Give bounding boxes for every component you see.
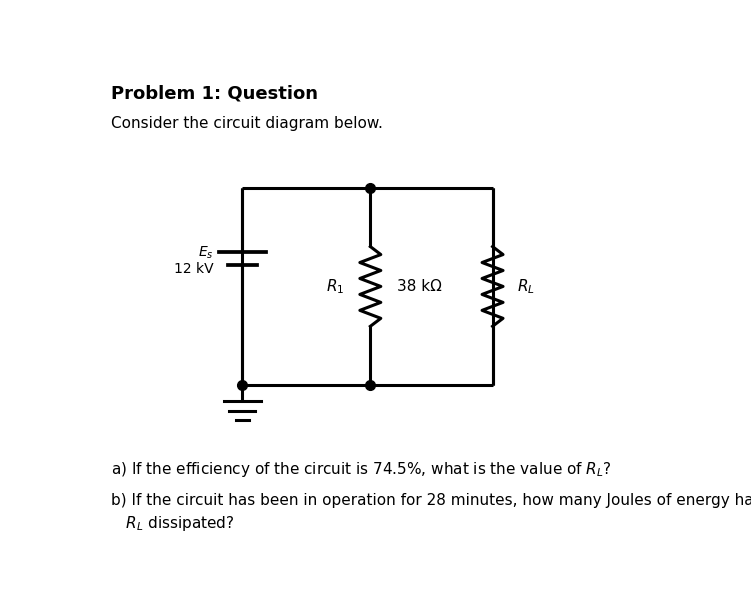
Text: $R_1$: $R_1$ bbox=[326, 277, 344, 296]
Text: 12 kV: 12 kV bbox=[173, 262, 213, 276]
Text: a) If the efficiency of the circuit is 74.5%, what is the value of $R_L$?: a) If the efficiency of the circuit is 7… bbox=[111, 460, 612, 479]
Text: $R_L$: $R_L$ bbox=[517, 277, 535, 296]
Text: b) If the circuit has been in operation for 28 minutes, how many Joules of energ: b) If the circuit has been in operation … bbox=[111, 493, 751, 508]
Text: $R_L$ dissipated?: $R_L$ dissipated? bbox=[111, 514, 235, 533]
Text: 38 kΩ: 38 kΩ bbox=[397, 279, 442, 294]
Text: $E_s$: $E_s$ bbox=[198, 244, 213, 261]
Text: Problem 1: Question: Problem 1: Question bbox=[111, 85, 318, 103]
Text: Consider the circuit diagram below.: Consider the circuit diagram below. bbox=[111, 116, 383, 131]
